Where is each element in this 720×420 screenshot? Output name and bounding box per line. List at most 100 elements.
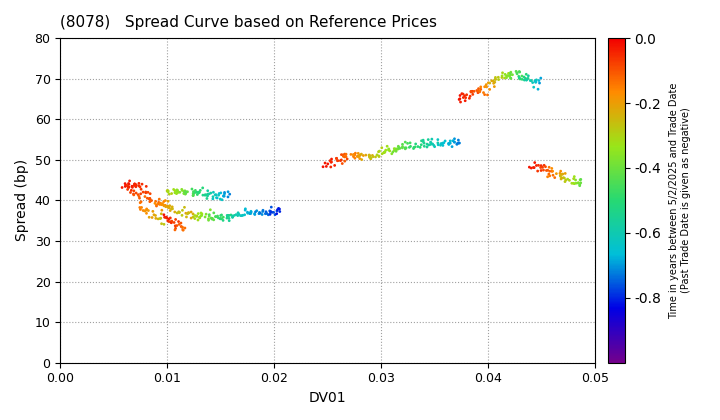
Point bbox=[160, 197, 171, 204]
Point bbox=[122, 184, 134, 191]
Point bbox=[547, 168, 559, 175]
Point bbox=[121, 182, 132, 189]
Point bbox=[534, 80, 545, 87]
Point bbox=[171, 186, 183, 193]
Point bbox=[162, 198, 174, 205]
Point bbox=[144, 195, 156, 202]
Point bbox=[559, 175, 570, 181]
Point bbox=[166, 204, 178, 210]
Point bbox=[574, 181, 585, 188]
Point bbox=[156, 207, 168, 213]
Point bbox=[215, 196, 226, 202]
Point bbox=[525, 77, 536, 84]
Point bbox=[397, 143, 408, 150]
Point bbox=[189, 189, 200, 196]
Point bbox=[332, 158, 343, 164]
Point bbox=[162, 187, 174, 194]
Point bbox=[378, 150, 390, 156]
Point bbox=[207, 189, 219, 196]
Point bbox=[127, 191, 139, 197]
Point bbox=[122, 183, 134, 190]
Point bbox=[513, 68, 525, 75]
Point bbox=[475, 84, 487, 90]
Point bbox=[195, 213, 207, 219]
Point bbox=[160, 214, 171, 221]
Point bbox=[140, 189, 152, 196]
Point bbox=[455, 99, 467, 105]
Point bbox=[572, 179, 584, 186]
Point bbox=[125, 187, 137, 194]
Point bbox=[490, 76, 501, 83]
Point bbox=[513, 75, 525, 82]
Point bbox=[249, 211, 261, 218]
Point bbox=[129, 181, 140, 187]
Point bbox=[390, 145, 402, 152]
Point bbox=[569, 180, 580, 187]
Point bbox=[557, 171, 569, 177]
Point bbox=[457, 91, 469, 97]
Point bbox=[322, 160, 333, 167]
Point bbox=[433, 142, 444, 148]
Point bbox=[556, 171, 567, 178]
Point bbox=[155, 200, 166, 207]
Point bbox=[261, 210, 273, 217]
Point bbox=[418, 138, 429, 145]
Point bbox=[523, 72, 534, 79]
Point bbox=[192, 217, 204, 223]
Point bbox=[161, 203, 173, 210]
Point bbox=[392, 143, 404, 150]
Point bbox=[555, 168, 567, 174]
Point bbox=[179, 189, 190, 195]
Point bbox=[230, 211, 242, 218]
Point bbox=[340, 153, 351, 160]
Point bbox=[138, 189, 149, 195]
Point bbox=[145, 198, 156, 205]
Point bbox=[197, 192, 209, 199]
Point bbox=[171, 190, 182, 197]
Point bbox=[139, 193, 150, 200]
Point bbox=[187, 210, 199, 217]
Point bbox=[163, 218, 175, 225]
Point bbox=[426, 139, 437, 146]
Point bbox=[193, 189, 204, 196]
Point bbox=[530, 79, 541, 85]
Point bbox=[354, 152, 365, 159]
Point bbox=[265, 209, 276, 215]
Point bbox=[505, 70, 516, 76]
Point bbox=[264, 211, 276, 218]
Y-axis label: Spread (bp): Spread (bp) bbox=[15, 159, 29, 242]
Point bbox=[145, 197, 157, 204]
Point bbox=[162, 218, 174, 224]
Point bbox=[521, 77, 532, 84]
Point bbox=[128, 192, 140, 198]
Point bbox=[432, 136, 444, 143]
Point bbox=[181, 214, 192, 220]
Point bbox=[426, 136, 438, 142]
Point bbox=[318, 163, 329, 170]
Point bbox=[480, 83, 492, 90]
Point bbox=[255, 210, 266, 217]
Point bbox=[192, 210, 204, 217]
Point bbox=[227, 214, 238, 221]
Point bbox=[513, 73, 525, 80]
Point bbox=[185, 215, 197, 221]
Point bbox=[266, 204, 277, 210]
Point bbox=[244, 210, 256, 216]
Point bbox=[505, 72, 516, 79]
Point bbox=[120, 182, 132, 189]
Point bbox=[336, 160, 348, 167]
Point bbox=[415, 142, 427, 148]
Point bbox=[168, 219, 180, 226]
Point bbox=[143, 207, 154, 214]
Point bbox=[210, 192, 222, 198]
Point bbox=[130, 184, 142, 190]
Point bbox=[221, 215, 233, 221]
Point bbox=[206, 216, 217, 223]
Point bbox=[136, 181, 148, 187]
Point bbox=[570, 180, 582, 186]
Point bbox=[257, 207, 269, 214]
Point bbox=[418, 143, 430, 150]
Point bbox=[559, 170, 571, 177]
Point bbox=[421, 141, 433, 147]
Point bbox=[339, 151, 351, 158]
